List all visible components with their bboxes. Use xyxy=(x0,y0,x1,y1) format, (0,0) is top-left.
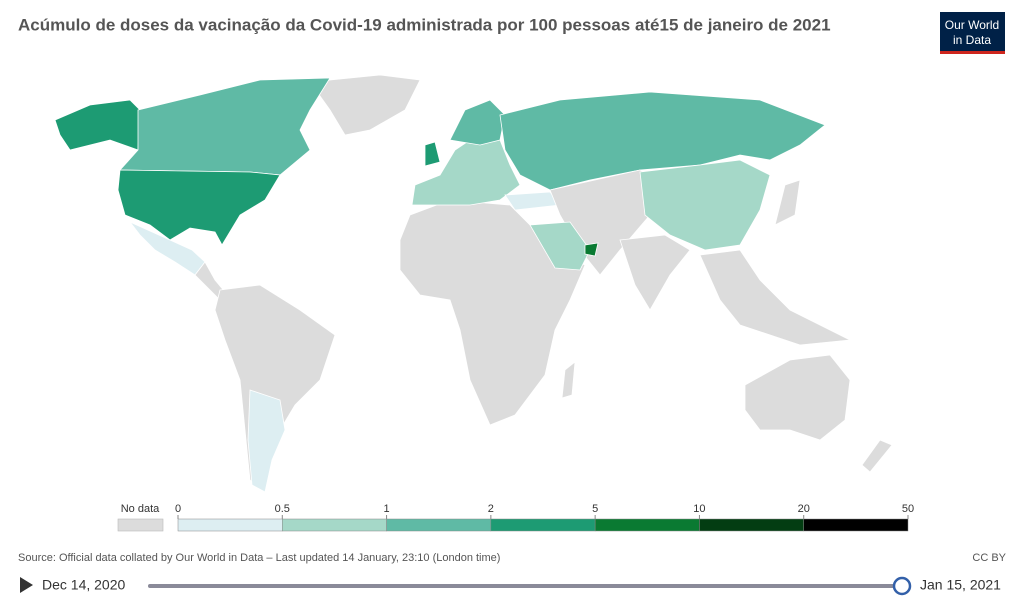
legend-label: 50 xyxy=(902,503,914,515)
legend-label: 1 xyxy=(384,503,390,515)
no-data-label: No data xyxy=(121,503,160,515)
source: Source: Official data collated by Our Wo… xyxy=(18,552,500,564)
legend-label: 2 xyxy=(488,503,494,515)
legend-label: 0.5 xyxy=(275,503,290,515)
australia xyxy=(744,354,851,441)
russia xyxy=(499,91,826,191)
no-data-swatch xyxy=(117,518,164,532)
logo-underline xyxy=(940,51,1005,54)
europe xyxy=(411,139,521,206)
legend-swatch xyxy=(490,518,596,532)
license[interactable]: CC BY xyxy=(972,552,1006,564)
map[interactable] xyxy=(54,74,893,493)
legend-swatch xyxy=(699,518,804,532)
greenland xyxy=(309,74,421,136)
logo-box xyxy=(940,12,1005,53)
new-zealand xyxy=(861,439,893,473)
timeline-start: Dec 14, 2020 xyxy=(42,577,125,593)
canada xyxy=(119,77,331,176)
play-button[interactable] xyxy=(20,577,33,593)
south-america xyxy=(214,284,336,491)
legend: No data 0 0.5 1 2 5 10 20 50 xyxy=(117,503,914,532)
logo-text: in Data xyxy=(953,33,991,47)
legend-swatch xyxy=(386,518,492,532)
logo[interactable]: Our World in Data xyxy=(940,12,1005,54)
india xyxy=(619,234,691,311)
title: Acúmulo de doses da vacinação da Covid-1… xyxy=(18,15,831,34)
scandinavia xyxy=(449,99,506,146)
argentina xyxy=(247,389,286,493)
legend-swatch xyxy=(803,518,909,532)
legend-swatch xyxy=(177,518,283,532)
legend-swatch xyxy=(594,518,700,532)
timeline-handle[interactable] xyxy=(892,576,912,596)
japan xyxy=(774,179,801,226)
logo-text: Our World xyxy=(945,18,999,32)
legend-swatch xyxy=(282,518,387,532)
usa xyxy=(117,169,281,246)
legend-label: 10 xyxy=(693,503,705,515)
uae xyxy=(584,242,599,257)
uk xyxy=(424,141,441,167)
legend-label: 5 xyxy=(592,503,598,515)
saudi-arabia xyxy=(529,221,591,271)
legend-label: 20 xyxy=(798,503,810,515)
southeast-asia xyxy=(699,249,852,346)
madagascar xyxy=(561,361,576,399)
timeline-end: Jan 15, 2021 xyxy=(920,577,1001,593)
alaska xyxy=(54,99,141,151)
legend-label: 0 xyxy=(175,503,181,515)
africa xyxy=(399,199,586,426)
china xyxy=(639,159,771,251)
